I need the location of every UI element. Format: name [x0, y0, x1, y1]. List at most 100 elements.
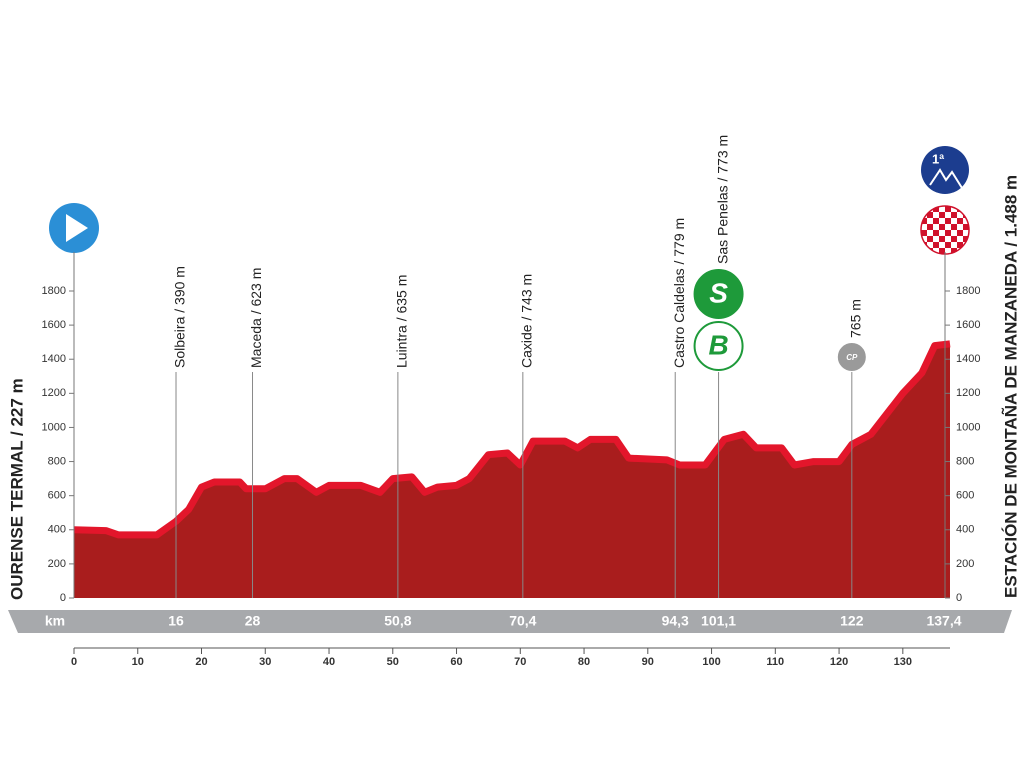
- flag-square: [939, 248, 945, 254]
- marker-label: Solbeira / 390 m: [172, 266, 188, 368]
- flag-square: [951, 230, 957, 236]
- flag-square: [945, 224, 951, 230]
- finish-label: ESTACIÓN DE MONTAÑA DE MANZANEDA / 1.488…: [1000, 175, 1020, 598]
- flag-square: [951, 236, 957, 242]
- x-tick-label: 50: [387, 656, 399, 668]
- marker-icon: [693, 269, 744, 319]
- profile-area: [74, 343, 950, 598]
- flag-square: [945, 242, 951, 248]
- y-tick-label: 600: [48, 490, 66, 502]
- flag-square: [939, 224, 945, 230]
- y-tick-label: 200: [956, 558, 974, 570]
- flag-square: [933, 236, 939, 242]
- start-arrow: [66, 214, 88, 242]
- finish-flag: [920, 205, 970, 255]
- flag-square: [927, 224, 933, 230]
- flag-square: [963, 206, 969, 212]
- flag-square: [927, 236, 933, 242]
- x-tick-label: 30: [259, 656, 271, 668]
- x-tick-label: 80: [578, 656, 590, 668]
- flag-square: [933, 224, 939, 230]
- start-label: OURENSE TERMAL / 227 m: [7, 378, 26, 600]
- flag-square: [951, 224, 957, 230]
- flag-square: [939, 218, 945, 224]
- y-tick-label: 1400: [42, 353, 66, 365]
- marker-km: 122: [840, 613, 864, 629]
- x-tick-label: 110: [766, 656, 784, 668]
- flag-square: [921, 206, 927, 212]
- flag-square: [951, 242, 957, 248]
- flag-square: [945, 236, 951, 242]
- flag-square: [939, 236, 945, 242]
- flag-square: [945, 248, 951, 254]
- x-tick-label: 20: [195, 656, 207, 668]
- flag-square: [939, 230, 945, 236]
- x-tick-label: 120: [830, 656, 848, 668]
- y-tick-label: 800: [956, 455, 974, 467]
- flag-square: [963, 218, 969, 224]
- marker-icon: [693, 321, 744, 371]
- flag-square: [963, 236, 969, 242]
- y-tick-label: 400: [48, 524, 66, 536]
- marker-label: Caxide / 743 m: [519, 274, 535, 368]
- x-tick-label: 90: [642, 656, 654, 668]
- flag-square: [951, 206, 957, 212]
- x-tick-label: 40: [323, 656, 335, 668]
- y-tick-label: 600: [956, 490, 974, 502]
- x-tick-label: 0: [71, 656, 77, 668]
- flag-square: [933, 212, 939, 218]
- x-tick-label: 70: [514, 656, 526, 668]
- marker-icon-label: B: [708, 329, 728, 360]
- y-tick-label: 1600: [42, 319, 66, 331]
- marker-label: Sas Penelas / 773 m: [714, 135, 730, 264]
- flag-square: [945, 206, 951, 212]
- marker-label: 765 m: [848, 299, 864, 338]
- y-tick-label: 1000: [42, 421, 66, 433]
- y-tick-label: 1200: [42, 387, 66, 399]
- marker-km: 101,1: [701, 613, 736, 629]
- flag-square: [945, 212, 951, 218]
- marker-icon-label: CP: [846, 353, 858, 362]
- x-tick-label: 60: [450, 656, 462, 668]
- flag-square: [921, 218, 927, 224]
- y-tick-label: 1000: [956, 421, 980, 433]
- profile-line: [73, 340, 951, 539]
- marker-label: Castro Caldelas / 779 m: [671, 218, 687, 368]
- marker-icon-label: S: [709, 277, 728, 308]
- y-tick-label: 1800: [42, 285, 66, 297]
- flag-square: [939, 206, 945, 212]
- climb-mountain: [929, 168, 963, 189]
- x-tick-label: 100: [702, 656, 720, 668]
- flag-square: [921, 248, 927, 254]
- flag-square: [957, 242, 963, 248]
- flag-square: [963, 248, 969, 254]
- y-tick-label: 0: [956, 592, 962, 604]
- flag-square: [957, 212, 963, 218]
- flag-square: [939, 242, 945, 248]
- flag-square: [951, 218, 957, 224]
- km-unit: km: [45, 613, 65, 629]
- marker-km: 28: [245, 613, 261, 629]
- marker-label: Luintra / 635 m: [394, 275, 410, 368]
- flag-square: [927, 242, 933, 248]
- y-tick-label: 800: [48, 455, 66, 467]
- y-tick-label: 200: [48, 558, 66, 570]
- flag-square: [939, 212, 945, 218]
- flag-square: [933, 230, 939, 236]
- flag-square: [921, 230, 927, 236]
- flag-square: [933, 242, 939, 248]
- marker-km: 50,8: [384, 613, 411, 629]
- flag-square: [957, 218, 963, 224]
- marker-km: 70,4: [509, 613, 536, 629]
- marker-km: 94,3: [662, 613, 689, 629]
- flag-square: [963, 224, 969, 230]
- flag-square: [963, 230, 969, 236]
- flag-square: [951, 248, 957, 254]
- flag-square: [927, 230, 933, 236]
- flag-square: [951, 212, 957, 218]
- flag-square: [945, 230, 951, 236]
- y-tick-label: 1600: [956, 319, 980, 331]
- flag-square: [933, 218, 939, 224]
- flag-square: [921, 224, 927, 230]
